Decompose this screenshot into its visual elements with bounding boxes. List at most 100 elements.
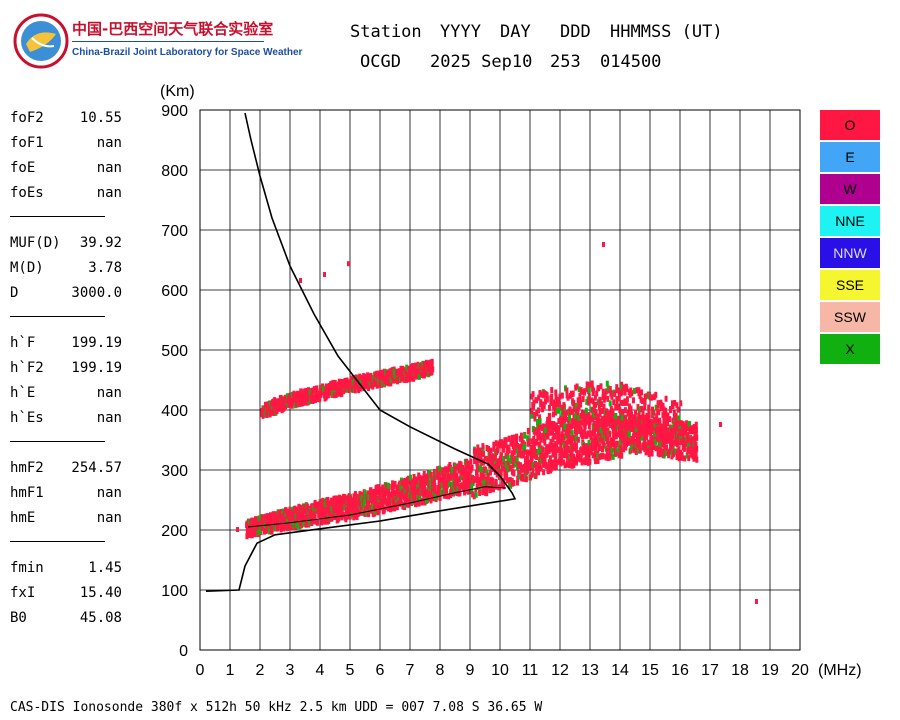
param-value: 199.19 [71,360,122,376]
echo-o [600,445,604,452]
echo-x [411,498,415,505]
echo-o [301,399,305,406]
param-value: 3.78 [88,260,122,276]
echo-o [295,401,299,408]
echo-o [590,407,594,414]
echo-o [522,448,526,455]
echo-o [639,414,643,421]
echo-x [478,486,482,493]
echo-x [611,453,615,460]
echo-o [266,401,270,408]
echo-o [585,448,589,455]
echo-x [429,479,433,486]
echo-o [521,440,525,447]
echo-o [663,434,667,441]
echo-o [624,426,628,433]
echo-o [300,519,304,526]
echo-o [429,471,433,478]
echo-x [574,435,578,442]
echo-o [474,449,478,456]
echo-o [464,467,468,474]
echo-o [578,393,582,400]
echo-x [603,435,607,442]
echo-o [420,498,424,505]
echo-x [470,484,474,491]
echo-o [494,463,498,470]
echo-o [630,419,634,426]
echo-x [470,487,474,494]
echo-o [361,381,365,388]
echo-o [565,423,569,430]
echo-o [316,519,320,526]
echo-o [530,455,534,462]
echo-o [572,458,576,465]
echo-o [437,472,441,479]
x-tick-label: 8 [436,662,445,679]
echo-o [404,495,408,502]
echo-x [653,430,657,437]
echo-o [560,447,564,454]
echo-o [276,523,280,530]
x-tick-label: 11 [522,662,539,679]
y-tick-label: 700 [161,223,188,240]
echo-o [515,433,519,440]
echo-o [516,479,520,486]
echo-o [481,470,485,477]
echo-o [558,401,562,408]
y-tick-label: 500 [161,343,188,360]
echo-o [589,447,593,454]
echo-o [293,507,297,514]
echo-o [290,402,294,409]
echo-o [617,390,621,397]
echo-o [643,399,647,406]
echo-o [526,464,530,471]
echo-o [562,402,566,409]
echo-o [590,416,594,423]
echo-x [664,449,668,456]
echo-o [501,458,505,465]
param-name: fxI [10,585,36,601]
legend-item-x: X [820,334,880,364]
echo-o [437,482,441,489]
echo-o [454,486,458,493]
echo-o [430,369,434,376]
echo-x [417,373,421,380]
echo-x [654,438,658,445]
echo-x [562,442,566,449]
echo-o [528,449,532,456]
echo-o [533,411,537,418]
echo-o [472,493,476,500]
echo-o [324,383,328,390]
echo-o [619,449,623,456]
echo-o [415,372,419,379]
echo-o [565,453,569,460]
echo-o [530,407,534,414]
echo-o [315,385,319,392]
echo-o [492,445,496,452]
echo-x [592,411,596,418]
echo-o [538,389,542,396]
echo-o [635,429,639,436]
echo-o [623,407,627,414]
echo-o [654,416,658,423]
echo-o [409,369,413,376]
echo-o [313,511,317,518]
echo-x [587,387,591,394]
echo-x [405,364,409,371]
echo-o [550,387,554,394]
param-value: nan [96,410,122,426]
y-tick-label: 200 [161,523,188,540]
echo-o [595,390,599,397]
echo-o [662,442,666,449]
echo-x [632,388,636,395]
echo-x [608,400,612,407]
echo-o [564,429,568,436]
echo-o [614,429,618,436]
echo-o [412,366,416,373]
echo-o [665,415,669,422]
echo-o-isolated [299,278,302,283]
echo-o [585,386,589,393]
echo-o [508,477,512,484]
echo-o [478,489,482,496]
echo-o [661,412,665,419]
